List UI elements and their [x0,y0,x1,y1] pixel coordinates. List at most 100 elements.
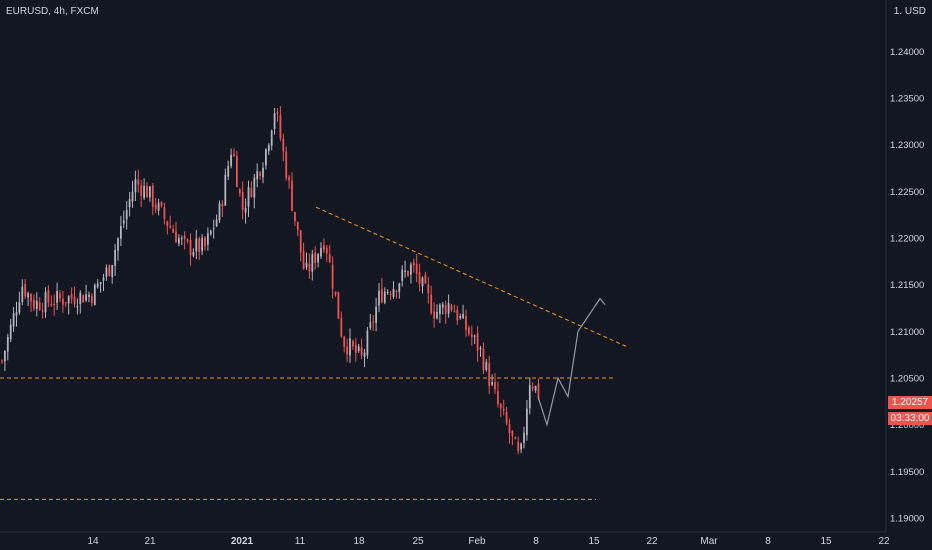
candle-body [85,294,87,301]
time-tick-label: Mar [700,536,718,547]
candle-body [499,404,502,409]
candle-body [523,432,525,443]
candle-body [59,293,61,299]
candle-body [383,291,386,303]
price-tick-label: 1.19000 [890,514,924,525]
price-axis[interactable]: 1.24000 1.23500 1.23000 1.22500 1.22000 1.215… [890,47,924,525]
candle-body [27,293,29,298]
time-tick-label: Feb [468,536,486,547]
time-tick-label: 15 [820,536,832,547]
candle-body [47,290,50,303]
projection-path[interactable] [537,298,601,427]
candle-body [9,324,12,340]
time-tick-label: 11 [295,536,306,547]
candle-body [320,247,322,257]
candle-body [163,207,166,219]
candle-body [279,114,282,139]
candle-body [154,204,157,209]
candle-body [117,238,119,251]
candle-body [340,318,343,337]
candle-body [6,337,9,352]
time-tick-label: 2021 [231,536,254,547]
candle-body [505,411,508,424]
candle-body [395,290,398,292]
last-price-tag: 1.20257 [888,396,932,409]
candle-body [207,233,209,245]
candle-body [114,250,116,266]
candle-body [247,187,250,207]
candle-body [363,352,366,357]
candle-body [111,265,114,277]
candle-body [537,383,540,399]
candle-body [56,290,58,303]
time-tick-label: 18 [353,536,365,547]
candle-body [131,191,134,202]
candle-body [282,138,285,152]
candle-body [291,180,293,211]
candle-body [412,262,415,266]
descending-trendline[interactable] [315,206,629,348]
candle-body [369,322,372,328]
candle-body [314,252,317,264]
candle-body [35,300,38,310]
symbol-info[interactable]: EURUSD, 4h, FXCM [6,6,99,17]
candle-body [311,254,314,272]
candle-body [102,277,105,281]
candle-body [137,179,140,185]
candle-body [410,264,412,275]
candle-body [465,316,467,330]
candle-body [96,283,99,288]
candle-body [421,277,424,287]
candle-body [346,346,348,355]
candle-body [221,204,224,207]
candle-body [195,238,198,252]
candle-body [392,288,395,297]
candle-body [456,309,459,321]
candle-body [15,312,18,316]
candle-body [349,338,351,356]
candle-body [273,113,276,129]
candle-body [24,284,27,297]
candle-body [198,238,201,252]
candle-body [215,219,218,227]
candle-body [218,203,221,221]
candle-body [204,237,206,247]
candle-body [212,228,215,230]
candle-body [125,209,128,220]
candle-body [178,238,180,244]
candle-body [166,221,169,227]
candle-body [366,330,369,356]
candle-body [308,263,311,272]
candle-body [230,154,232,166]
candle-body [430,294,433,314]
candle-body [189,239,192,255]
candle-body [424,274,427,284]
candle-body [82,295,85,303]
price-scale-unit: 1. USD [893,6,926,17]
candle-body [299,230,302,253]
candle-body [149,186,151,198]
time-axis[interactable]: 14 21 2021 11 18 25 Feb 8 15 22 Mar 8 15 22 [87,536,890,547]
candle-body [241,192,244,210]
candle-body [93,285,96,306]
time-tick-label: 8 [765,536,771,547]
time-tick-label: 22 [878,536,890,547]
candle-body [224,174,227,206]
candle-body [183,235,186,239]
candle-body [169,225,172,228]
candle-body [262,167,264,178]
candle-body [375,306,377,324]
candle-body [453,311,456,313]
candle-body [76,306,79,308]
candle-body [511,430,514,436]
candle-body [436,312,438,319]
candle-body [331,264,334,289]
candle-body [53,303,56,305]
candle-body [398,283,401,292]
price-tick-label: 1.22500 [890,187,924,198]
candle-body [276,112,279,114]
candle-body [482,348,485,371]
time-tick-label: 15 [588,536,600,547]
candle-body [288,177,290,181]
